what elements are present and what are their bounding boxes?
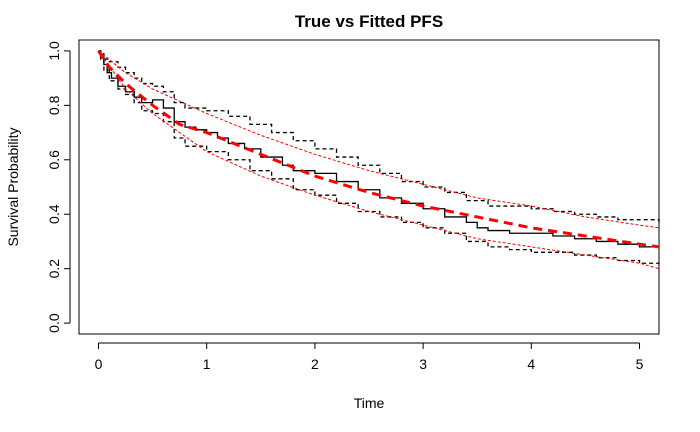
y-tick-label: 0.2 <box>46 259 62 279</box>
x-tick-label: 3 <box>419 356 427 372</box>
km-upper-ci-line <box>98 50 660 226</box>
fitted-line <box>97 50 660 249</box>
series-layer <box>97 50 660 270</box>
chart-title: True vs Fitted PFS <box>295 12 443 31</box>
y-axis: 0.0 0.2 0.4 0.6 0.8 1.0 <box>46 41 71 333</box>
fitted-upper-line <box>98 50 660 229</box>
plot-area <box>78 39 660 335</box>
x-tick-label: 0 <box>95 356 103 372</box>
y-tick-label: 0.4 <box>46 204 62 224</box>
y-tick-label: 0.8 <box>46 95 62 115</box>
y-tick-label: 0.0 <box>46 313 62 333</box>
x-axis: 0 1 2 3 4 5 <box>95 342 644 372</box>
x-tick-label: 4 <box>527 356 535 372</box>
fitted-lower-line <box>98 50 660 270</box>
km-lower-ci-line <box>98 50 660 266</box>
x-tick-label: 2 <box>311 356 319 372</box>
x-axis-label: Time <box>354 395 385 411</box>
x-tick-label: 5 <box>636 356 644 372</box>
y-tick-label: 1.0 <box>46 41 62 61</box>
km-estimate-line <box>98 50 659 248</box>
y-tick-label: 0.6 <box>46 150 62 170</box>
y-axis-label: Survival Probability <box>5 127 21 246</box>
x-tick-label: 1 <box>203 356 211 372</box>
